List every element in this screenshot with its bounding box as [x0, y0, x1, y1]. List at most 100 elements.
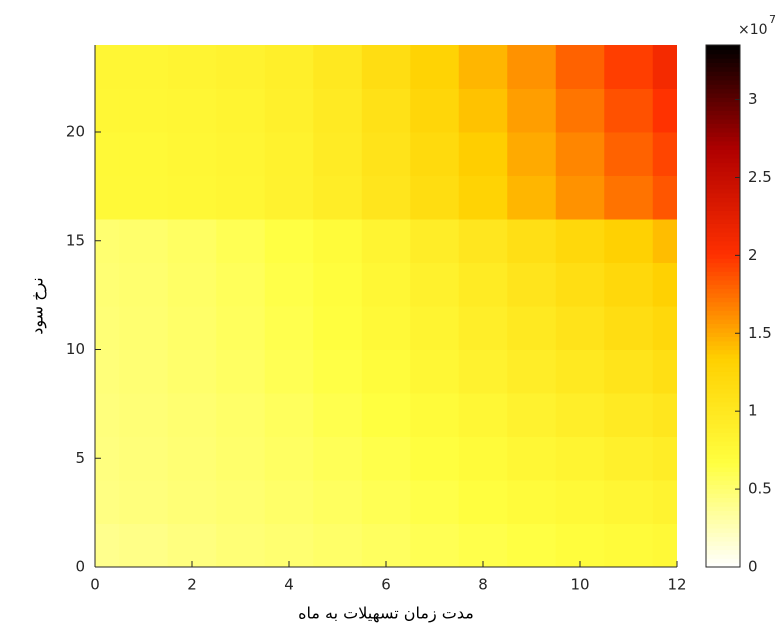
- colorbar-swatch: [706, 197, 740, 203]
- heat-cell: [313, 480, 363, 524]
- colorbar-tick-label: 3: [748, 90, 758, 108]
- heat-cell: [167, 393, 217, 437]
- heat-cell: [167, 436, 217, 481]
- heat-cell: [119, 480, 169, 524]
- heat-cell: [361, 132, 411, 176]
- colorbar-scale-base: ×10: [738, 22, 768, 38]
- colorbar-swatch: [706, 445, 740, 451]
- heat-cell: [95, 480, 120, 524]
- colorbar-swatch: [706, 540, 740, 546]
- heat-cell: [555, 436, 605, 481]
- heat-cell: [410, 132, 460, 176]
- heat-cell: [361, 349, 411, 394]
- heat-cell: [555, 175, 605, 220]
- heat-cell: [410, 88, 460, 133]
- colorbar-swatch: [706, 414, 740, 420]
- colorbar-swatch: [706, 179, 740, 185]
- colorbar-swatch: [706, 410, 740, 416]
- heat-cell: [313, 88, 363, 133]
- heat-cell: [410, 175, 460, 220]
- heat-cell: [507, 436, 557, 481]
- colorbar-swatch: [706, 501, 740, 507]
- colorbar-swatch: [706, 262, 740, 268]
- heat-cell: [458, 132, 508, 176]
- heat-cell: [95, 523, 120, 567]
- colorbar-swatch: [706, 419, 740, 425]
- heat-cell: [507, 175, 557, 220]
- heat-cell: [216, 88, 266, 133]
- heat-cell: [95, 45, 120, 89]
- heat-cell: [555, 393, 605, 437]
- heat-cell: [458, 393, 508, 437]
- colorbar-swatch: [706, 192, 740, 198]
- heat-cell: [313, 45, 363, 89]
- heat-cell: [361, 306, 411, 350]
- heat-cell: [95, 132, 120, 176]
- y-axis-label: نرخ سود: [28, 277, 48, 335]
- colorbar-swatch: [706, 62, 740, 68]
- heat-cell: [458, 175, 508, 220]
- heatmap: [95, 45, 677, 567]
- colorbar-swatch: [706, 166, 740, 172]
- heat-cell: [167, 175, 217, 220]
- colorbar-swatch: [706, 306, 740, 311]
- colorbar-swatch: [706, 110, 740, 116]
- colorbar-swatch: [706, 140, 740, 146]
- heat-cell: [119, 393, 169, 437]
- heat-cell: [167, 262, 217, 307]
- colorbar-swatch: [706, 184, 740, 190]
- heat-cell: [410, 262, 460, 307]
- colorbar-swatch: [706, 310, 740, 316]
- heat-cell: [604, 45, 654, 89]
- heat-cell: [507, 523, 557, 567]
- heat-cell: [313, 436, 363, 481]
- heat-cell: [119, 132, 169, 176]
- colorbar-swatch: [706, 562, 740, 568]
- heat-cell: [361, 175, 411, 220]
- colorbar-swatch: [706, 466, 740, 472]
- colorbar-swatch: [706, 436, 740, 442]
- colorbar-swatch: [706, 188, 740, 194]
- heat-cell: [216, 219, 266, 263]
- colorbar-swatch: [706, 314, 740, 320]
- colorbar-swatch: [706, 471, 740, 477]
- colorbar-swatch: [706, 245, 740, 251]
- colorbar-swatch: [706, 71, 740, 77]
- colorbar-swatch: [706, 527, 740, 533]
- colorbar-tick-label: 2.5: [748, 168, 772, 186]
- colorbar-swatch: [706, 232, 740, 237]
- heat-cell: [361, 45, 411, 89]
- colorbar-swatch: [706, 532, 740, 538]
- colorbar-tick-label: 0.5: [748, 480, 772, 498]
- colorbar-swatch: [706, 545, 740, 551]
- heat-cell: [507, 480, 557, 524]
- heat-cell: [507, 262, 557, 307]
- colorbar-swatch: [706, 171, 740, 177]
- heat-cell: [264, 262, 314, 307]
- x-tick-label: 4: [284, 576, 294, 594]
- heat-cell: [216, 480, 266, 524]
- colorbar-swatch: [706, 266, 740, 272]
- colorbar-swatch: [706, 493, 740, 498]
- colorbar-swatch: [706, 275, 740, 281]
- colorbar-swatch: [706, 240, 740, 246]
- heat-cell: [652, 480, 677, 524]
- heat-cell: [361, 523, 411, 567]
- heat-cell: [95, 393, 120, 437]
- heat-cell: [555, 306, 605, 350]
- heat-cell: [458, 349, 508, 394]
- colorbar-swatch: [706, 345, 740, 351]
- heat-cell: [313, 306, 363, 350]
- heat-cell: [604, 175, 654, 220]
- heat-cell: [410, 436, 460, 481]
- colorbar-swatch: [706, 353, 740, 359]
- heat-cell: [361, 436, 411, 481]
- heat-cell: [604, 306, 654, 350]
- heat-cell: [652, 523, 677, 567]
- colorbar-swatch: [706, 297, 740, 303]
- colorbar-swatch: [706, 453, 740, 459]
- heat-cell: [313, 393, 363, 437]
- heat-cell: [410, 349, 460, 394]
- colorbar-swatch: [706, 105, 740, 111]
